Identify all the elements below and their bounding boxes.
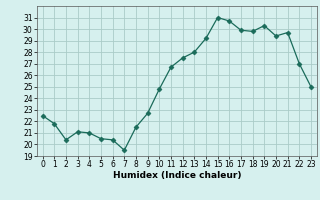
- X-axis label: Humidex (Indice chaleur): Humidex (Indice chaleur): [113, 171, 241, 180]
